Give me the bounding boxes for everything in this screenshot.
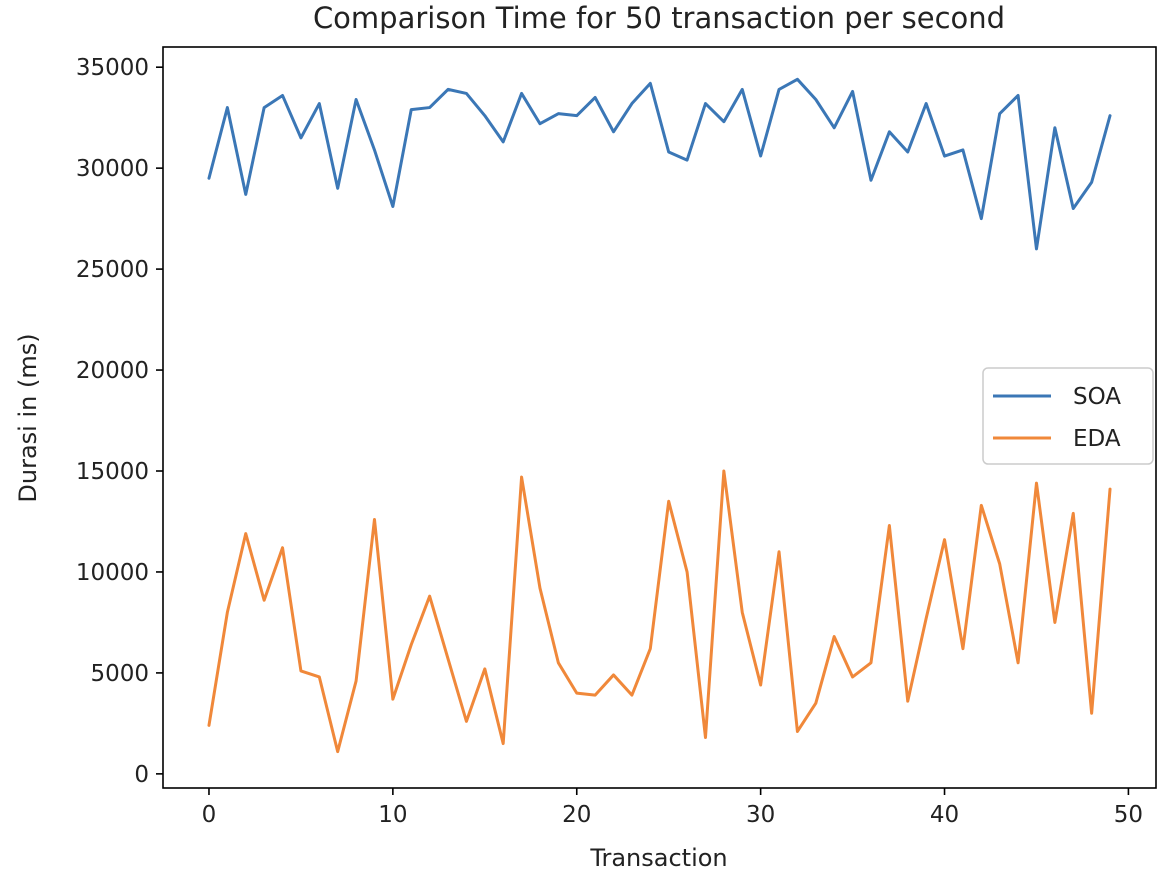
series-layer <box>207 77 1112 754</box>
y-tick-label: 10000 <box>76 560 149 586</box>
legend-label-soa: SOA <box>1073 384 1121 410</box>
y-axis-title: Durasi in (ms) <box>14 333 42 502</box>
series-line-soa <box>207 77 1112 251</box>
x-axis-title: Transaction <box>589 844 727 872</box>
y-tick-label: 20000 <box>76 358 149 384</box>
x-tick-label: 40 <box>930 802 959 828</box>
y-tick-label: 15000 <box>76 459 149 485</box>
y-tick-label: 0 <box>134 762 149 788</box>
x-tick-label: 0 <box>202 802 217 828</box>
plot-area-frame <box>162 46 1157 789</box>
y-tick-label: 25000 <box>76 257 149 283</box>
series-line-eda <box>207 469 1112 754</box>
x-axis-ticks: 0 10 20 30 40 50 <box>202 788 1143 828</box>
y-tick-label: 35000 <box>76 55 149 81</box>
y-tick-label: 30000 <box>76 156 149 182</box>
legend-label-eda: EDA <box>1073 426 1121 452</box>
y-axis-ticks: 0 5000 10000 15000 20000 25000 30000 35000 <box>76 55 163 788</box>
legend: SOA EDA <box>982 367 1154 465</box>
y-tick-label: 5000 <box>90 661 149 687</box>
legend-items: SOA EDA <box>993 384 1121 452</box>
x-tick-label: 10 <box>378 802 407 828</box>
chart-title: Comparison Time for 50 transaction per s… <box>313 1 1005 35</box>
x-tick-label: 20 <box>562 802 591 828</box>
legend-box <box>982 367 1154 465</box>
x-tick-label: 30 <box>746 802 775 828</box>
x-tick-label: 50 <box>1114 802 1143 828</box>
